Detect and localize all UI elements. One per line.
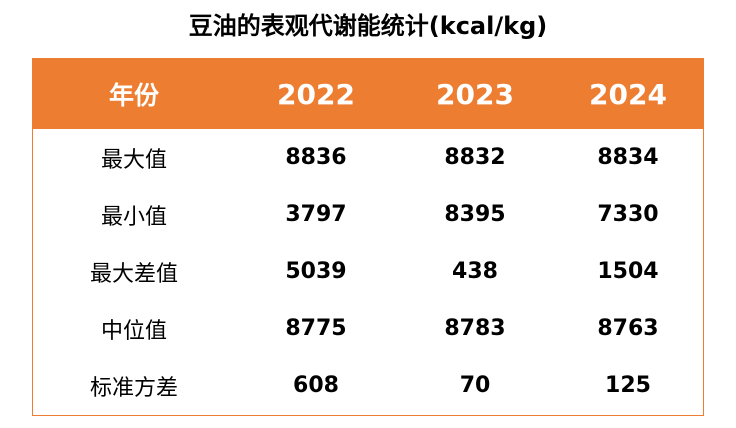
table-cell: 125 (605, 373, 651, 398)
table-cell: 8763 (597, 316, 659, 341)
table-cell: 3797 (285, 202, 347, 227)
table-cell: 438 (452, 259, 498, 284)
header-cell-2023: 2023 (436, 77, 514, 111)
table-cell: 70 (459, 373, 491, 398)
table-row: 标准方差 608 70 125 (33, 357, 703, 414)
table-cell: 608 (293, 373, 339, 398)
row-label: 最大值 (100, 147, 167, 173)
row-label: 中位值 (100, 318, 167, 344)
row-label: 标准方差 (89, 375, 178, 401)
header-cell-2022: 2022 (277, 77, 355, 111)
table-row: 最大差值 5039 438 1504 (33, 243, 703, 300)
table-row: 中位值 8775 8783 8763 (33, 300, 703, 357)
header-cell-2024: 2024 (589, 77, 667, 111)
table-title: 豆油的表观代谢能统计(kcal/kg) (188, 12, 548, 40)
table-row: 最小值 3797 8395 7330 (33, 186, 703, 243)
header-cell-year: 年份 (108, 81, 159, 110)
table-cell: 8783 (444, 316, 506, 341)
table-header-row: 年份 2022 2023 2024 (33, 59, 703, 129)
table-cell: 8836 (285, 145, 347, 170)
table-cell: 8832 (444, 145, 506, 170)
table-cell: 7330 (597, 202, 659, 227)
table-row: 最大值 8836 8832 8834 (33, 129, 703, 186)
row-label: 最小值 (100, 204, 167, 230)
stats-table: 年份 2022 2023 2024 最大值 8836 8832 8834 最小值… (32, 58, 704, 416)
table-cell: 1504 (597, 259, 659, 284)
row-label: 最大差值 (89, 261, 178, 287)
table-cell: 8834 (597, 145, 659, 170)
table-cell: 8775 (285, 316, 347, 341)
table-cell: 8395 (444, 202, 506, 227)
table-cell: 5039 (285, 259, 347, 284)
